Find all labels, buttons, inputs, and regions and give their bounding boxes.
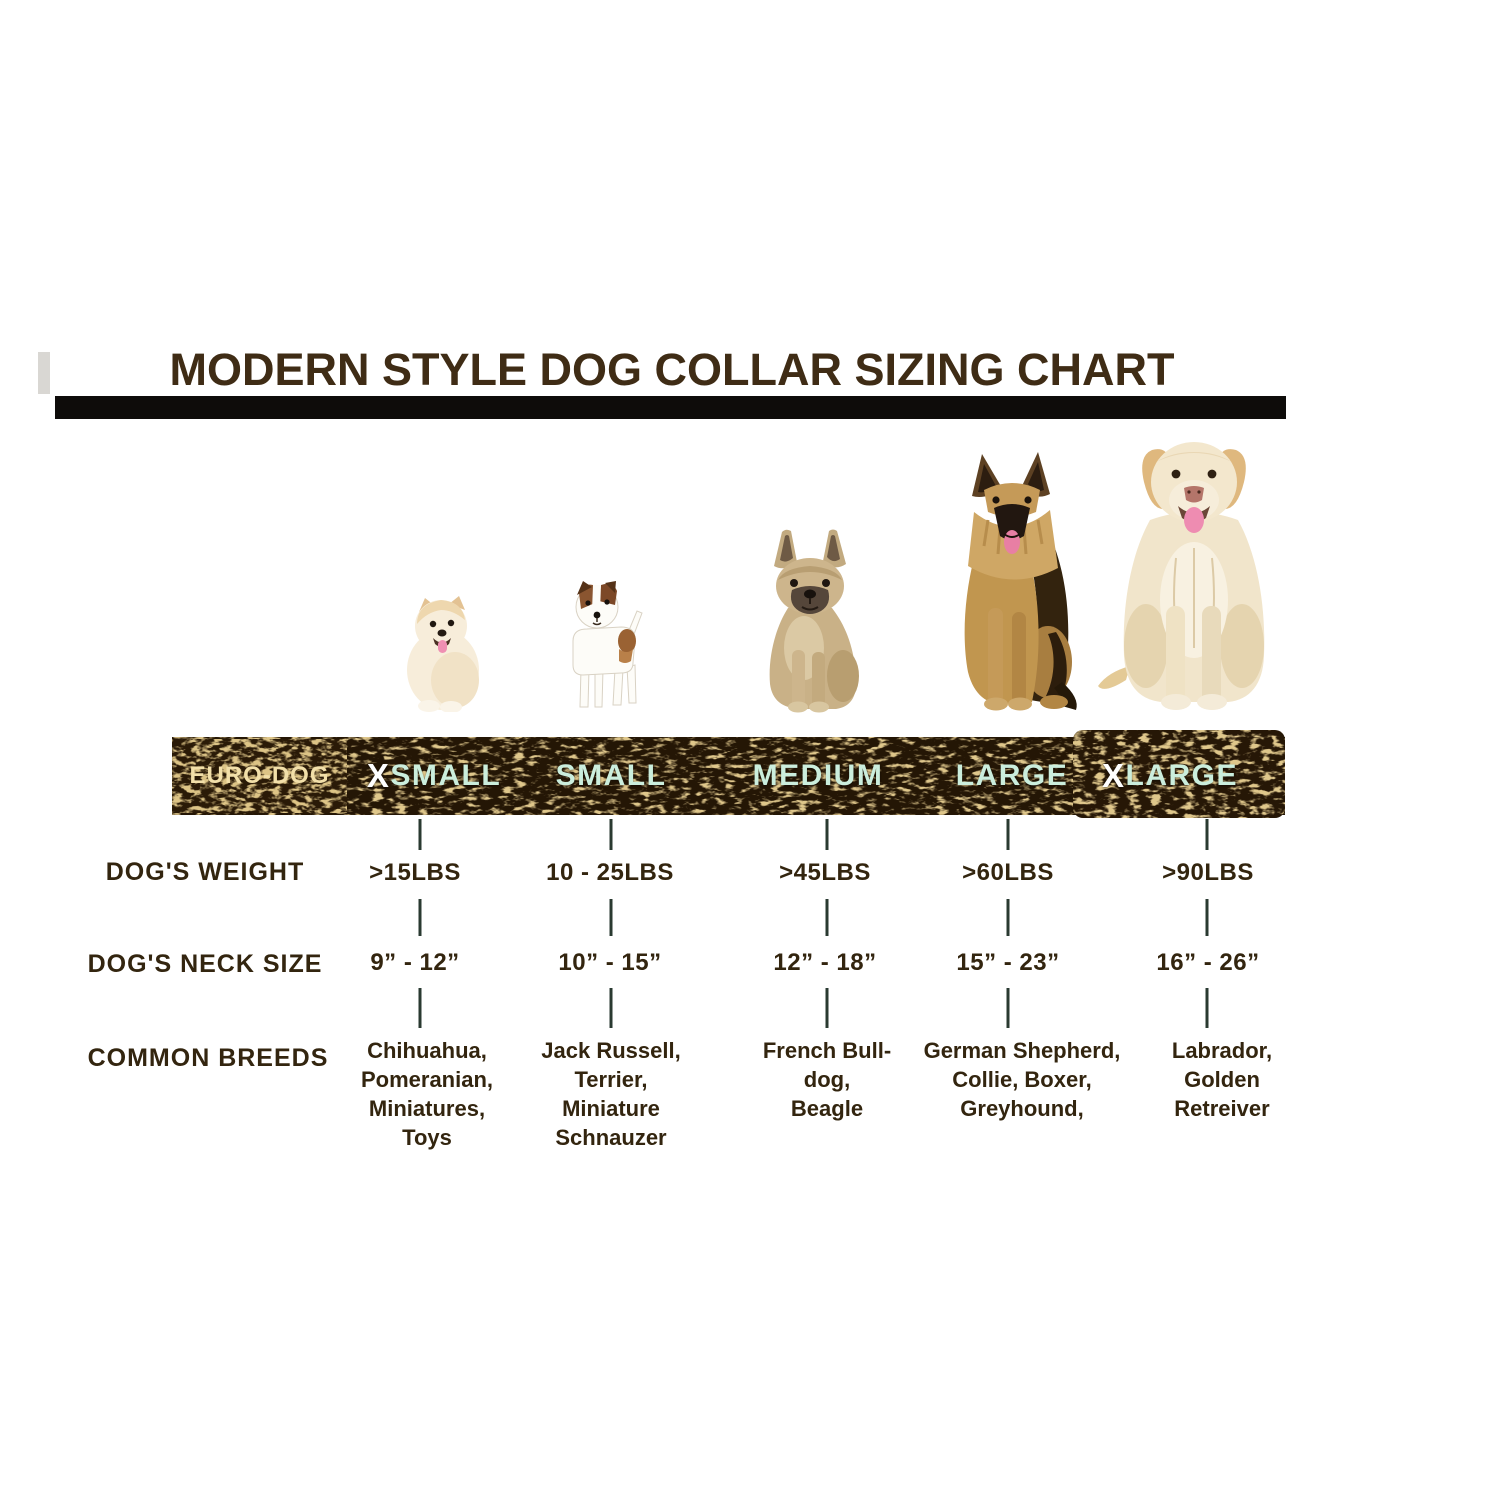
size-label-xlarge: X LARGE bbox=[1101, 757, 1239, 794]
brand-label: EURO-DOG bbox=[189, 762, 330, 789]
breeds-list: Jack Russell, Terrier, Miniature Schnauz… bbox=[541, 1038, 681, 1150]
row-label-common-breeds: COMMON BREEDS bbox=[87, 1044, 329, 1072]
breeds-list: Labrador, Golden Retreiver bbox=[1171, 1038, 1273, 1121]
breeds-list: German Shepherd, Collie, Boxer, Greyhoun… bbox=[923, 1038, 1121, 1121]
size-banner: EURO-DOG X SMALL SMALL MEDIUM LARGE X LAR… bbox=[172, 730, 1285, 818]
weight-value: >60LBS bbox=[962, 859, 1054, 886]
connector-dash bbox=[1006, 988, 1010, 1028]
neck-size-value: 10” - 15” bbox=[558, 949, 662, 976]
breeds-list: French Bull- dog, Beagle bbox=[762, 1038, 892, 1121]
neck-size-value: 12” - 18” bbox=[773, 949, 877, 976]
neck-size-value: 16” - 26” bbox=[1156, 949, 1260, 976]
jack-russell-dog-image bbox=[543, 577, 653, 713]
connector-dash bbox=[609, 899, 613, 936]
size-x-prefix: X bbox=[366, 757, 391, 794]
weight-value: >45LBS bbox=[779, 859, 871, 886]
size-label-medium: MEDIUM bbox=[752, 759, 884, 792]
pomeranian-dog-image bbox=[397, 592, 490, 712]
page-title: MODERN STYLE DOG COLLAR SIZING CHART bbox=[169, 344, 1175, 395]
connector-dash bbox=[1205, 988, 1209, 1028]
size-label-small: SMALL bbox=[555, 759, 667, 792]
connector-dash bbox=[418, 819, 422, 850]
labrador-dog-image bbox=[1096, 428, 1292, 716]
connector-dash bbox=[609, 988, 613, 1028]
connector-dash bbox=[418, 899, 422, 936]
banner-right-section bbox=[1073, 730, 1285, 818]
connector-dash bbox=[418, 988, 422, 1028]
neck-size-value: 9” - 12” bbox=[370, 949, 460, 976]
weight-value: >15LBS bbox=[369, 859, 461, 886]
neck-size-value: 15” - 23” bbox=[956, 949, 1060, 976]
connector-dash bbox=[1006, 899, 1010, 936]
connector-dash bbox=[1205, 819, 1209, 850]
connector-dash bbox=[1006, 819, 1010, 850]
row-label-dogs-weight: DOG'S WEIGHT bbox=[105, 858, 305, 886]
german-shepherd-dog-image bbox=[938, 450, 1086, 713]
connector-dash bbox=[825, 899, 829, 936]
french-bulldog-dog-image bbox=[748, 528, 872, 713]
size-label-large: LARGE bbox=[955, 759, 1069, 792]
connector-dash bbox=[825, 988, 829, 1028]
size-x-prefix: X bbox=[1101, 757, 1126, 794]
weight-value: >90LBS bbox=[1162, 859, 1254, 886]
breeds-list: Chihuahua, Pomeranian, Miniatures, Toys bbox=[360, 1038, 494, 1150]
size-label-xsmall: X SMALL bbox=[366, 757, 502, 794]
scan-artifact bbox=[38, 352, 50, 394]
row-label-dogs-neck-size: DOG'S NECK SIZE bbox=[87, 950, 323, 978]
weight-value: 10 - 25LBS bbox=[546, 859, 674, 886]
connector-dash bbox=[825, 819, 829, 850]
brand-box bbox=[172, 739, 347, 813]
connector-dash bbox=[1205, 899, 1209, 936]
connector-dash bbox=[609, 819, 613, 850]
title-underline-bar bbox=[55, 396, 1286, 419]
